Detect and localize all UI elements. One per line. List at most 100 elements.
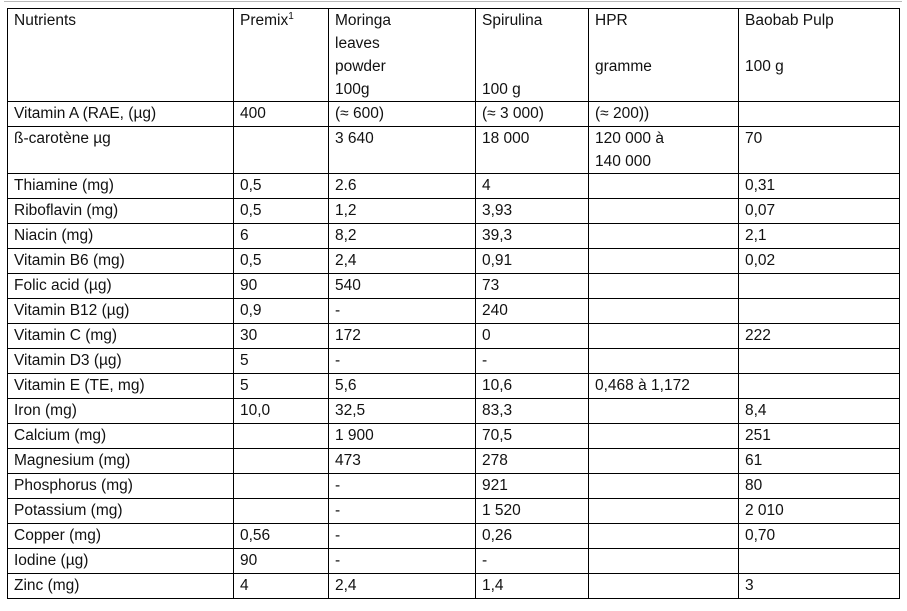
header-row: Nutrients Premix1 Moringa leaves powder …: [7, 8, 900, 102]
cell-value: 0: [475, 323, 589, 349]
table-row: ß-carotène µg 3 640 18 000 120 000 à 140 00…: [7, 126, 900, 174]
cell-value: [738, 273, 900, 299]
cell-value: 32,5: [328, 398, 476, 424]
cell-value: 5: [233, 373, 329, 399]
cell-value: 1,2: [328, 198, 476, 224]
cell-value: [588, 523, 739, 549]
column-header-nutrients: Nutrients: [7, 8, 234, 102]
cell-value: 400: [233, 101, 329, 127]
cell-value: [588, 298, 739, 324]
cell-value: 0,9: [233, 298, 329, 324]
table-row: Vitamin D3 (µg) 5- -: [7, 348, 900, 374]
cell-value: [233, 423, 329, 449]
nutrient-label: Potassium (mg): [7, 498, 234, 524]
table-row: Phosphorus (mg) -921 80: [7, 473, 900, 499]
cell-value: 3 640: [328, 126, 476, 174]
cell-value: [233, 448, 329, 474]
cell-value: 0,5: [233, 173, 329, 199]
cell-value: 0,5: [233, 198, 329, 224]
cell-value: 120 000 à 140 000: [588, 126, 739, 174]
cell-value: 10,6: [475, 373, 589, 399]
cell-value: 540: [328, 273, 476, 299]
cell-value: 278: [475, 448, 589, 474]
cell-value: 4: [475, 173, 589, 199]
cell-value: [738, 101, 900, 127]
table-row: Potassium (mg) -1 520 2 010: [7, 498, 900, 524]
nutrient-label: Riboflavin (mg): [7, 198, 234, 224]
cell-value: [233, 126, 329, 174]
cell-value: 5: [233, 348, 329, 374]
table-row: Thiamine (mg) 0,5 2.6 4 0,31: [7, 173, 900, 199]
cell-value: [738, 348, 900, 374]
cell-value: 3: [738, 573, 900, 599]
cell-value: [588, 498, 739, 524]
cell-value: [588, 448, 739, 474]
cell-value: 83,3: [475, 398, 589, 424]
cell-value: 61: [738, 448, 900, 474]
cell-value: [588, 473, 739, 499]
cell-value: [588, 548, 739, 574]
table-row: Iron (mg) 10,0 32,5 83,3 8,4: [7, 398, 900, 424]
table-row: Zinc (mg) 4 2,4 1,4 3: [7, 573, 900, 599]
cell-value: (≈ 3 000): [475, 101, 589, 127]
cell-value: [233, 473, 329, 499]
cell-value: 251: [738, 423, 900, 449]
cell-value: 2,4: [328, 248, 476, 274]
cell-value: (≈ 200)): [588, 101, 739, 127]
table-row: Vitamin E (TE, mg) 5 5,6 10,6 0,468 à 1,172: [7, 373, 900, 399]
nutrient-label: Vitamin C (mg): [7, 323, 234, 349]
nutrient-label: Calcium (mg): [7, 423, 234, 449]
cell-value: -: [328, 473, 476, 499]
cell-value: -: [328, 548, 476, 574]
cell-value: -: [328, 348, 476, 374]
table-row: Riboflavin (mg) 0,5 1,2 3,93 0,07: [7, 198, 900, 224]
cell-value: [738, 548, 900, 574]
cell-value: 1,4: [475, 573, 589, 599]
cell-value: 0,468 à 1,172: [588, 373, 739, 399]
cell-value: 222: [738, 323, 900, 349]
cell-value: [588, 198, 739, 224]
nutrient-label: Thiamine (mg): [7, 173, 234, 199]
table-row: Magnesium (mg) 473 278 61: [7, 448, 900, 474]
cell-value: [588, 323, 739, 349]
cell-value: 240: [475, 298, 589, 324]
cell-value: [588, 248, 739, 274]
cell-value: 0,5: [233, 248, 329, 274]
table-row: Vitamin B6 (mg) 0,5 2,4 0,91 0,02: [7, 248, 900, 274]
cell-value: 172: [328, 323, 476, 349]
cell-value: 2.6: [328, 173, 476, 199]
nutrient-label: Zinc (mg): [7, 573, 234, 599]
cell-value: 0,56: [233, 523, 329, 549]
cell-value: 8,2: [328, 223, 476, 249]
nutrients-comparison-table: Nutrients Premix1 Moringa leaves powder …: [7, 8, 900, 599]
column-header-moringa: Moringa leaves powder 100g: [328, 8, 476, 102]
table-header: Nutrients Premix1 Moringa leaves powder …: [7, 8, 900, 102]
table-row: Iodine (µg) 90- -: [7, 548, 900, 574]
nutrient-label: Niacin (mg): [7, 223, 234, 249]
cell-value: [738, 298, 900, 324]
cell-value: 90: [233, 273, 329, 299]
column-header-hpr: HPR gramme: [588, 8, 739, 102]
nutrient-label: Copper (mg): [7, 523, 234, 549]
cell-value: 4: [233, 573, 329, 599]
cell-value: 5,6: [328, 373, 476, 399]
nutrient-label: Vitamin B12 (µg): [7, 298, 234, 324]
cell-value: 2,1: [738, 223, 900, 249]
cell-value: (≈ 600): [328, 101, 476, 127]
nutrient-label: Iodine (µg): [7, 548, 234, 574]
cell-value: 2 010: [738, 498, 900, 524]
nutrient-label: ß-carotène µg: [7, 126, 234, 174]
cell-value: 1 520: [475, 498, 589, 524]
cell-value: 73: [475, 273, 589, 299]
cell-value: 0,31: [738, 173, 900, 199]
nutrient-label: Vitamin D3 (µg): [7, 348, 234, 374]
table-body: Vitamin A (RAE, (µg) 400 (≈ 600) (≈ 3 000)(…: [7, 101, 900, 599]
column-header-premix-label: Premix: [240, 12, 289, 29]
cell-value: [588, 398, 739, 424]
cell-value: [233, 498, 329, 524]
cell-value: [588, 573, 739, 599]
cell-value: 6: [233, 223, 329, 249]
cell-value: 0,02: [738, 248, 900, 274]
nutrient-label: Magnesium (mg): [7, 448, 234, 474]
